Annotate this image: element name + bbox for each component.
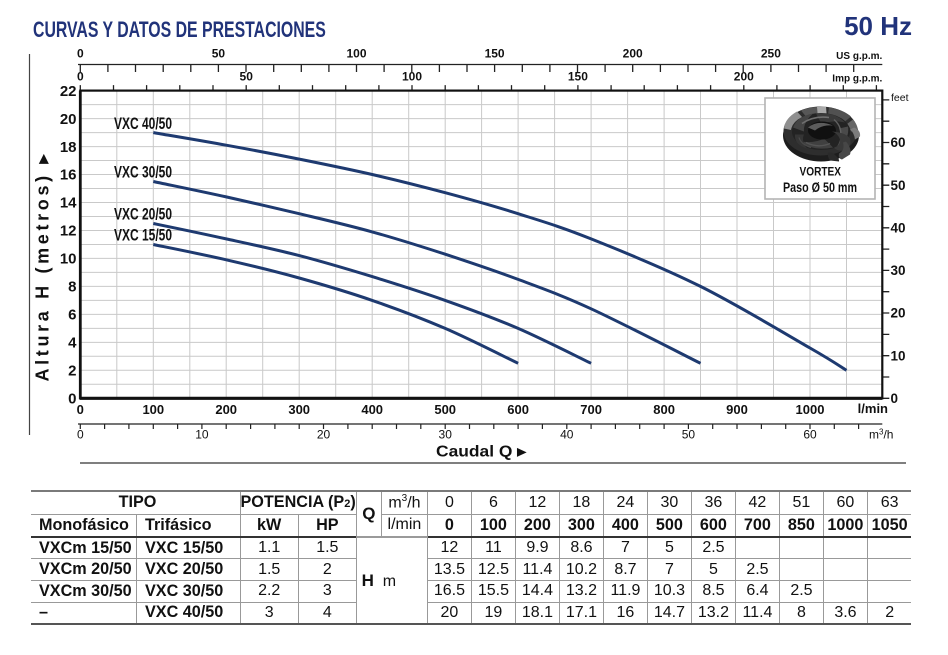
svg-text:14: 14 (60, 195, 77, 212)
svg-text:30: 30 (891, 263, 906, 278)
svg-text:16: 16 (60, 167, 77, 184)
svg-text:50: 50 (891, 178, 906, 193)
svg-text:8: 8 (68, 279, 76, 296)
svg-text:4: 4 (68, 335, 77, 352)
svg-text:100: 100 (142, 402, 164, 417)
svg-text:300: 300 (288, 402, 310, 417)
svg-text:30: 30 (439, 428, 453, 442)
svg-text:20: 20 (891, 306, 906, 321)
svg-text:0: 0 (891, 391, 899, 406)
svg-text:250: 250 (761, 47, 781, 61)
svg-text:0: 0 (77, 402, 84, 417)
svg-text:Caudal Q ▸: Caudal Q ▸ (436, 444, 527, 461)
svg-text:60: 60 (891, 135, 906, 150)
svg-text:150: 150 (568, 70, 588, 84)
svg-text:10: 10 (195, 428, 209, 442)
svg-text:200: 200 (623, 47, 643, 61)
svg-text:2: 2 (68, 363, 76, 380)
svg-text:10: 10 (891, 348, 906, 363)
svg-text:VXC 15/50: VXC 15/50 (114, 226, 172, 245)
svg-text:0: 0 (77, 428, 84, 442)
svg-text:0: 0 (77, 47, 84, 61)
svg-text:m3/h: m3/h (869, 428, 893, 442)
svg-text:800: 800 (653, 402, 675, 417)
svg-text:150: 150 (485, 47, 505, 61)
svg-text:900: 900 (726, 402, 748, 417)
svg-text:50: 50 (682, 428, 696, 442)
svg-text:20: 20 (317, 428, 331, 442)
svg-text:VXC 20/50: VXC 20/50 (114, 204, 172, 223)
svg-text:400: 400 (361, 402, 383, 417)
svg-text:VORTEX: VORTEX (800, 166, 842, 178)
svg-text:40: 40 (891, 221, 906, 236)
svg-text:40: 40 (560, 428, 574, 442)
svg-text:50: 50 (240, 70, 254, 84)
svg-text:60: 60 (803, 428, 817, 442)
svg-text:50: 50 (212, 47, 226, 61)
svg-text:500: 500 (434, 402, 456, 417)
svg-text:10: 10 (60, 251, 77, 268)
svg-text:18: 18 (60, 139, 77, 156)
svg-text:700: 700 (580, 402, 602, 417)
svg-text:Altura H (metros) ▸: Altura H (metros) ▸ (33, 154, 53, 382)
svg-text:Imp g.p.m.: Imp g.p.m. (832, 74, 882, 85)
svg-text:VXC 40/50: VXC 40/50 (114, 114, 172, 133)
svg-text:6: 6 (68, 307, 76, 324)
svg-text:200: 200 (734, 70, 754, 84)
svg-text:l/min: l/min (858, 401, 888, 416)
svg-text:0: 0 (68, 391, 76, 408)
svg-text:0: 0 (77, 70, 84, 84)
svg-text:100: 100 (346, 47, 366, 61)
svg-text:100: 100 (402, 70, 422, 84)
svg-text:feet: feet (891, 92, 909, 104)
svg-text:VXC 30/50: VXC 30/50 (114, 162, 172, 181)
svg-text:200: 200 (215, 402, 237, 417)
svg-text:600: 600 (507, 402, 529, 417)
svg-text:US g.p.m.: US g.p.m. (836, 51, 882, 62)
svg-text:22: 22 (60, 83, 77, 100)
svg-text:1000: 1000 (796, 402, 825, 417)
svg-text:20: 20 (60, 111, 77, 128)
svg-text:Paso Ø 50 mm: Paso Ø 50 mm (783, 180, 857, 195)
svg-text:12: 12 (60, 223, 77, 240)
